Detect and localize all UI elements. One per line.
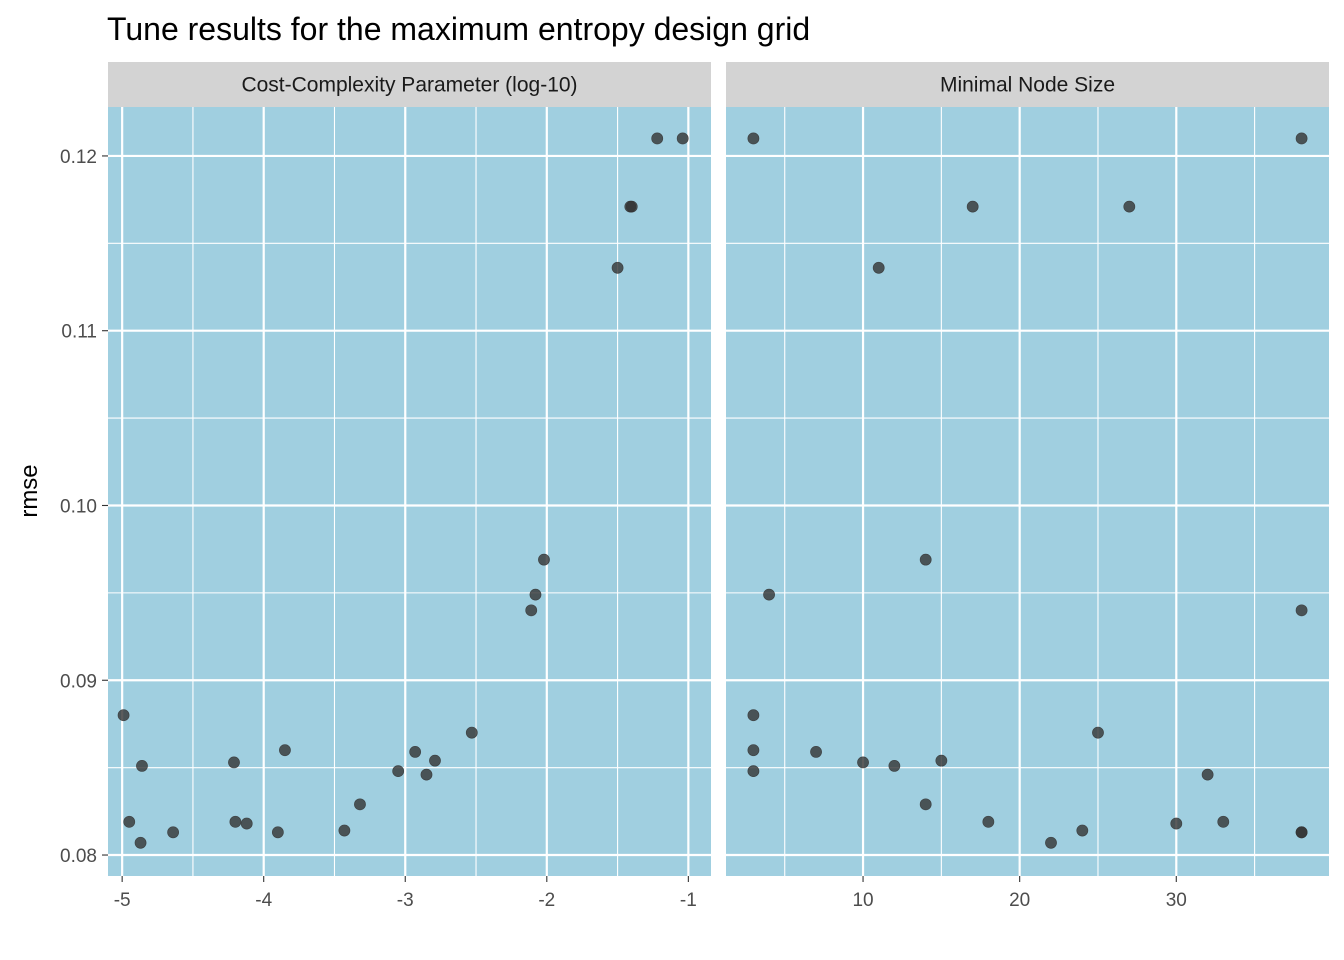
data-point [1123,200,1136,213]
y-tick-label: 0.11 [61,322,97,343]
x-tick-label: -5 [114,890,131,911]
y-tick-label: 0.12 [60,147,97,168]
data-point [228,756,240,769]
x-tick-label: 30 [1166,890,1187,911]
data-point [1045,836,1057,849]
y-tick-label: 0.08 [60,846,97,867]
data-point [651,132,664,145]
data-point [676,132,689,145]
y-axis: 0.08 0.09 0.10 0.11 0.12 [60,147,108,867]
data-point [1217,815,1230,828]
data-point [420,768,433,781]
facet-strip-label: Minimal Node Size [940,74,1115,97]
gridlines [108,107,711,876]
data-point [338,824,351,837]
data-point [919,798,932,811]
data-point [392,765,405,778]
facet-panel-minimal-node-size: Minimal Node Size 10 20 30 [726,62,1329,911]
data-point [1295,132,1308,145]
data-point [611,261,624,274]
data-point [409,746,422,758]
data-point [747,744,760,757]
data-point [1201,768,1214,781]
data-point [538,553,550,566]
facet-panel-cost-complexity: Cost-Complexity Parameter (log-10) -5 -4-… [108,62,711,911]
data-points [747,132,1308,849]
data-point [935,754,948,767]
facet-strip-label: Cost-Complexity Parameter (log-10) [241,74,577,97]
data-point [966,200,979,213]
data-points [117,132,689,849]
y-tick-label: 0.10 [60,496,97,517]
x-tick-label: -2 [538,890,555,911]
data-point [747,132,760,145]
data-point [529,588,542,601]
panel-background [108,107,711,876]
data-point [1295,604,1308,617]
data-point [465,726,478,739]
y-tick-label: 0.09 [60,671,97,692]
data-point [1295,826,1308,839]
data-point [888,759,901,772]
data-point [1076,824,1089,837]
data-point [134,836,147,849]
data-point [810,746,822,758]
chart-title: Tune results for the maximum entropy des… [107,11,810,47]
data-point [136,759,148,772]
data-point [872,261,885,274]
data-point [625,200,638,213]
data-point [1170,817,1183,830]
data-point [271,826,284,839]
gridlines [726,107,1329,876]
data-point [919,553,932,566]
data-point [117,709,130,722]
y-axis-title: rmse [16,464,43,517]
data-point [354,798,366,811]
data-point [747,709,760,722]
data-point [279,744,291,757]
x-tick-label: 10 [852,890,873,911]
data-point [240,817,253,830]
data-point [857,756,869,769]
data-point [123,815,136,828]
data-point [982,815,995,828]
data-point [747,765,760,778]
data-point [1092,726,1104,739]
data-point [429,754,441,767]
panel-background [726,107,1329,876]
data-point [167,826,180,839]
x-axis: -5 -4 -3 -2 -1 [114,876,697,911]
data-point [763,588,775,601]
facet-strip [726,62,1329,107]
data-point [229,815,242,828]
x-axis: 10 20 30 [852,876,1187,911]
x-tick-label: -3 [397,890,414,911]
x-tick-label: -1 [680,890,697,911]
x-tick-label: -4 [255,890,272,911]
x-tick-label: 20 [1009,890,1030,911]
data-point [525,604,538,617]
facet-strip [108,62,711,107]
